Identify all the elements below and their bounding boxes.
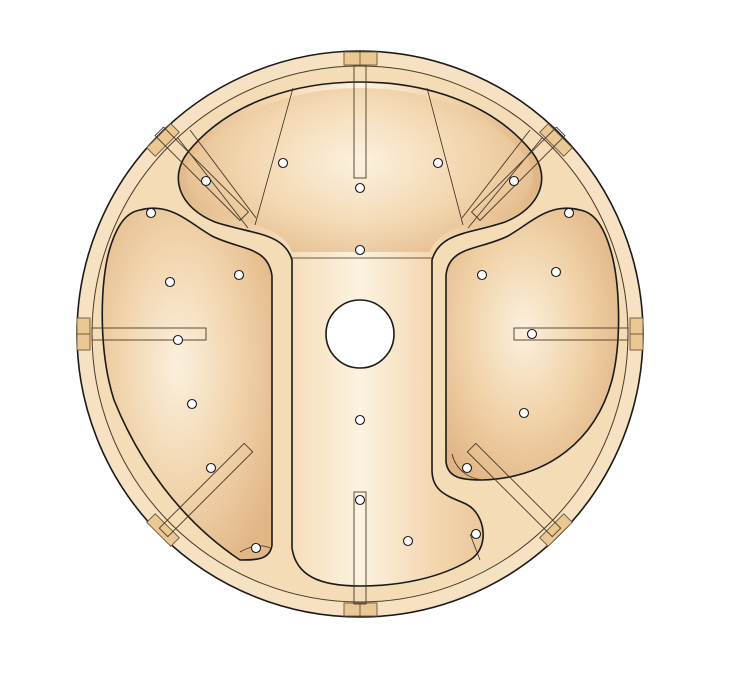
slot-lower-right xyxy=(466,442,562,538)
hole xyxy=(205,462,217,474)
hole xyxy=(172,334,184,346)
hole xyxy=(233,269,245,281)
hole xyxy=(526,328,538,340)
slot-bottom xyxy=(353,491,367,605)
slots xyxy=(91,65,629,605)
slot-lower-left xyxy=(158,442,254,538)
hole xyxy=(402,535,414,547)
hole xyxy=(518,407,530,419)
hole xyxy=(476,269,488,281)
slot-left xyxy=(91,327,207,341)
small-holes xyxy=(145,157,575,554)
center-hole xyxy=(325,299,395,369)
tab-lower-left xyxy=(146,513,180,547)
tab-top xyxy=(343,51,378,66)
hole xyxy=(186,398,198,410)
slot-upper-left xyxy=(154,126,250,222)
left-pocket xyxy=(101,207,273,561)
hole xyxy=(432,157,444,169)
hole xyxy=(563,207,575,219)
right-pocket xyxy=(445,207,620,481)
hole xyxy=(200,175,212,187)
tab-upper-left xyxy=(146,123,180,157)
hole xyxy=(277,157,289,169)
slot-top xyxy=(353,65,367,179)
hole xyxy=(250,542,262,554)
tab-upper-right xyxy=(539,123,573,157)
hole xyxy=(508,175,520,187)
hole xyxy=(354,414,366,426)
hole xyxy=(354,244,366,256)
tab-lower-right xyxy=(539,513,573,547)
hole xyxy=(164,276,176,288)
t-top-bar-shade xyxy=(186,88,533,252)
hole xyxy=(354,182,366,194)
outer-tabs xyxy=(76,51,644,617)
hole xyxy=(550,266,562,278)
hole xyxy=(354,494,366,506)
slot-upper-right xyxy=(470,126,566,222)
hole xyxy=(461,462,473,474)
slot-right xyxy=(513,327,629,341)
tab-bottom xyxy=(343,602,378,617)
hole xyxy=(145,207,157,219)
hole xyxy=(470,528,482,540)
